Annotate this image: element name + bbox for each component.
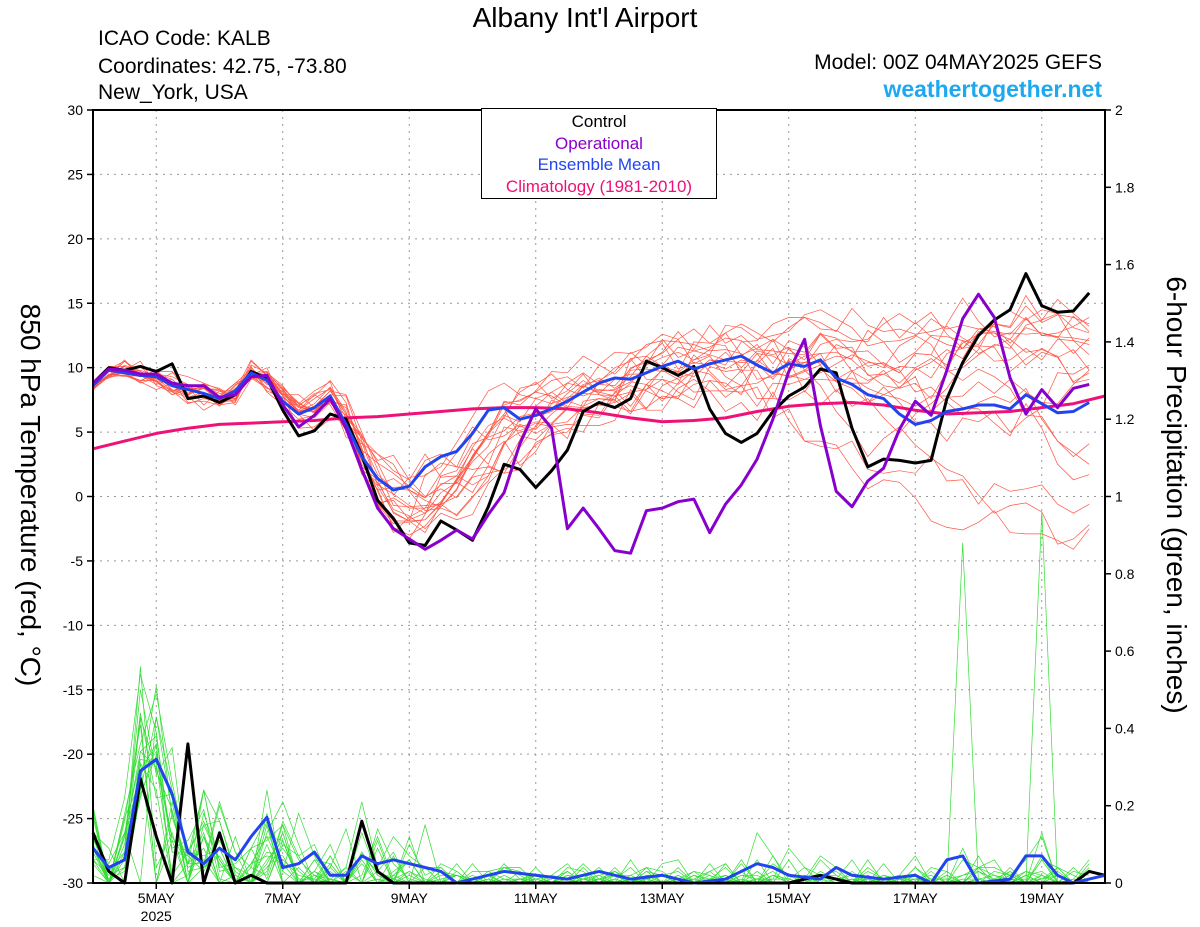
y-tick-label-left: -20 <box>63 746 83 762</box>
y-tick-label-left: -30 <box>63 875 83 891</box>
y-tick-label-left: 10 <box>67 360 83 376</box>
x-tick-label: 13MAY <box>640 890 686 906</box>
precip-member-line <box>92 762 1090 885</box>
y-tick-label-left: 0 <box>75 489 83 505</box>
chart-title: Albany Int'l Airport <box>472 2 698 33</box>
y-tick-label-right: 1.8 <box>1115 179 1135 195</box>
x-tick-label: 19MAY <box>1019 890 1065 906</box>
precip-member-lines <box>92 511 1090 885</box>
temp-member-line <box>92 359 1090 545</box>
y-tick-label-left: 15 <box>67 295 83 311</box>
precip-member-line <box>92 511 1090 884</box>
x-tick-label: 17MAY <box>893 890 939 906</box>
precip-member-line <box>92 754 1090 885</box>
legend-item-ensemble-mean: Ensemble Mean <box>537 155 661 174</box>
y-axis-label-right: 6-hour Precipitation (green, inches) <box>1161 276 1192 714</box>
grid-lines <box>93 110 1105 883</box>
x-tick-label: 15MAY <box>766 890 812 906</box>
series-climatology-1981-2010-line <box>92 394 1106 451</box>
series-ensemble-mean-precip-line <box>91 757 1106 885</box>
y-tick-label-right: 0.4 <box>1115 720 1135 736</box>
series-control-line <box>91 272 1091 547</box>
legend-item-climatology: Climatology (1981-2010) <box>505 176 693 196</box>
x-tick-sublabel: 2025 <box>141 908 172 924</box>
precip-member-line <box>92 689 1090 884</box>
y-tick-label-right: 1.4 <box>1115 334 1135 350</box>
y-tick-label-left: -15 <box>63 682 83 698</box>
y-tick-label-left: 20 <box>67 231 83 247</box>
temp-member-line <box>92 317 1090 515</box>
y-tick-label-right: 0.2 <box>1115 798 1135 814</box>
y-tick-label-right: 0.8 <box>1115 566 1135 582</box>
x-tick-label: 9MAY <box>391 890 429 906</box>
precip-member-line <box>92 758 1090 885</box>
y-axis-label-left: 850 hPa Temperature (red, °C) <box>15 303 46 687</box>
y-tick-label-left: 5 <box>75 424 83 440</box>
precip-member-line <box>92 735 1090 884</box>
axes: 302520151050-5-10-15-20-25-3021.81.61.41… <box>63 102 1135 924</box>
temp-member-line <box>92 324 1090 499</box>
icao-code: ICAO Code: KALB <box>98 27 271 50</box>
y-tick-label-left: 30 <box>67 102 83 118</box>
legend: Control Operational Ensemble Mean Climat… <box>481 108 717 199</box>
x-tick-label: 7MAY <box>264 890 302 906</box>
brand-link[interactable]: weathertogether.net <box>883 76 1102 102</box>
precip-member-line <box>92 542 1090 884</box>
y-tick-label-right: 1.2 <box>1115 411 1135 427</box>
precip-member-line <box>92 750 1090 884</box>
legend-item-operational: Operational <box>555 133 643 153</box>
temp-member-line <box>92 329 1090 536</box>
y-tick-label-right: 1.6 <box>1115 257 1135 273</box>
y-tick-label-right: 1 <box>1115 489 1123 505</box>
x-tick-label: 5MAY <box>138 890 176 906</box>
y-tick-label-left: -25 <box>63 811 83 827</box>
precip-member-line <box>92 743 1090 884</box>
coordinates: Coordinates: 42.75, -73.80 <box>98 55 347 78</box>
model-run: Model: 00Z 04MAY2025 GEFS <box>814 51 1102 74</box>
precip-member-line <box>92 685 1090 884</box>
location: New_York, USA <box>98 81 248 104</box>
y-tick-label-right: 0 <box>1115 875 1123 891</box>
y-tick-label-left: -10 <box>63 617 83 633</box>
precip-member-line <box>92 750 1090 884</box>
precip-member-line <box>92 693 1090 885</box>
y-tick-label-left: 25 <box>67 166 83 182</box>
series-operational-line <box>92 292 1090 555</box>
x-tick-label: 11MAY <box>514 890 558 906</box>
temp-member-line <box>92 332 1090 481</box>
precip-member-line <box>92 742 1090 884</box>
legend-item-control: Control <box>571 112 627 131</box>
y-tick-label-left: -5 <box>71 553 84 569</box>
y-tick-label-right: 0.6 <box>1115 643 1135 659</box>
y-tick-label-right: 2 <box>1115 102 1123 118</box>
